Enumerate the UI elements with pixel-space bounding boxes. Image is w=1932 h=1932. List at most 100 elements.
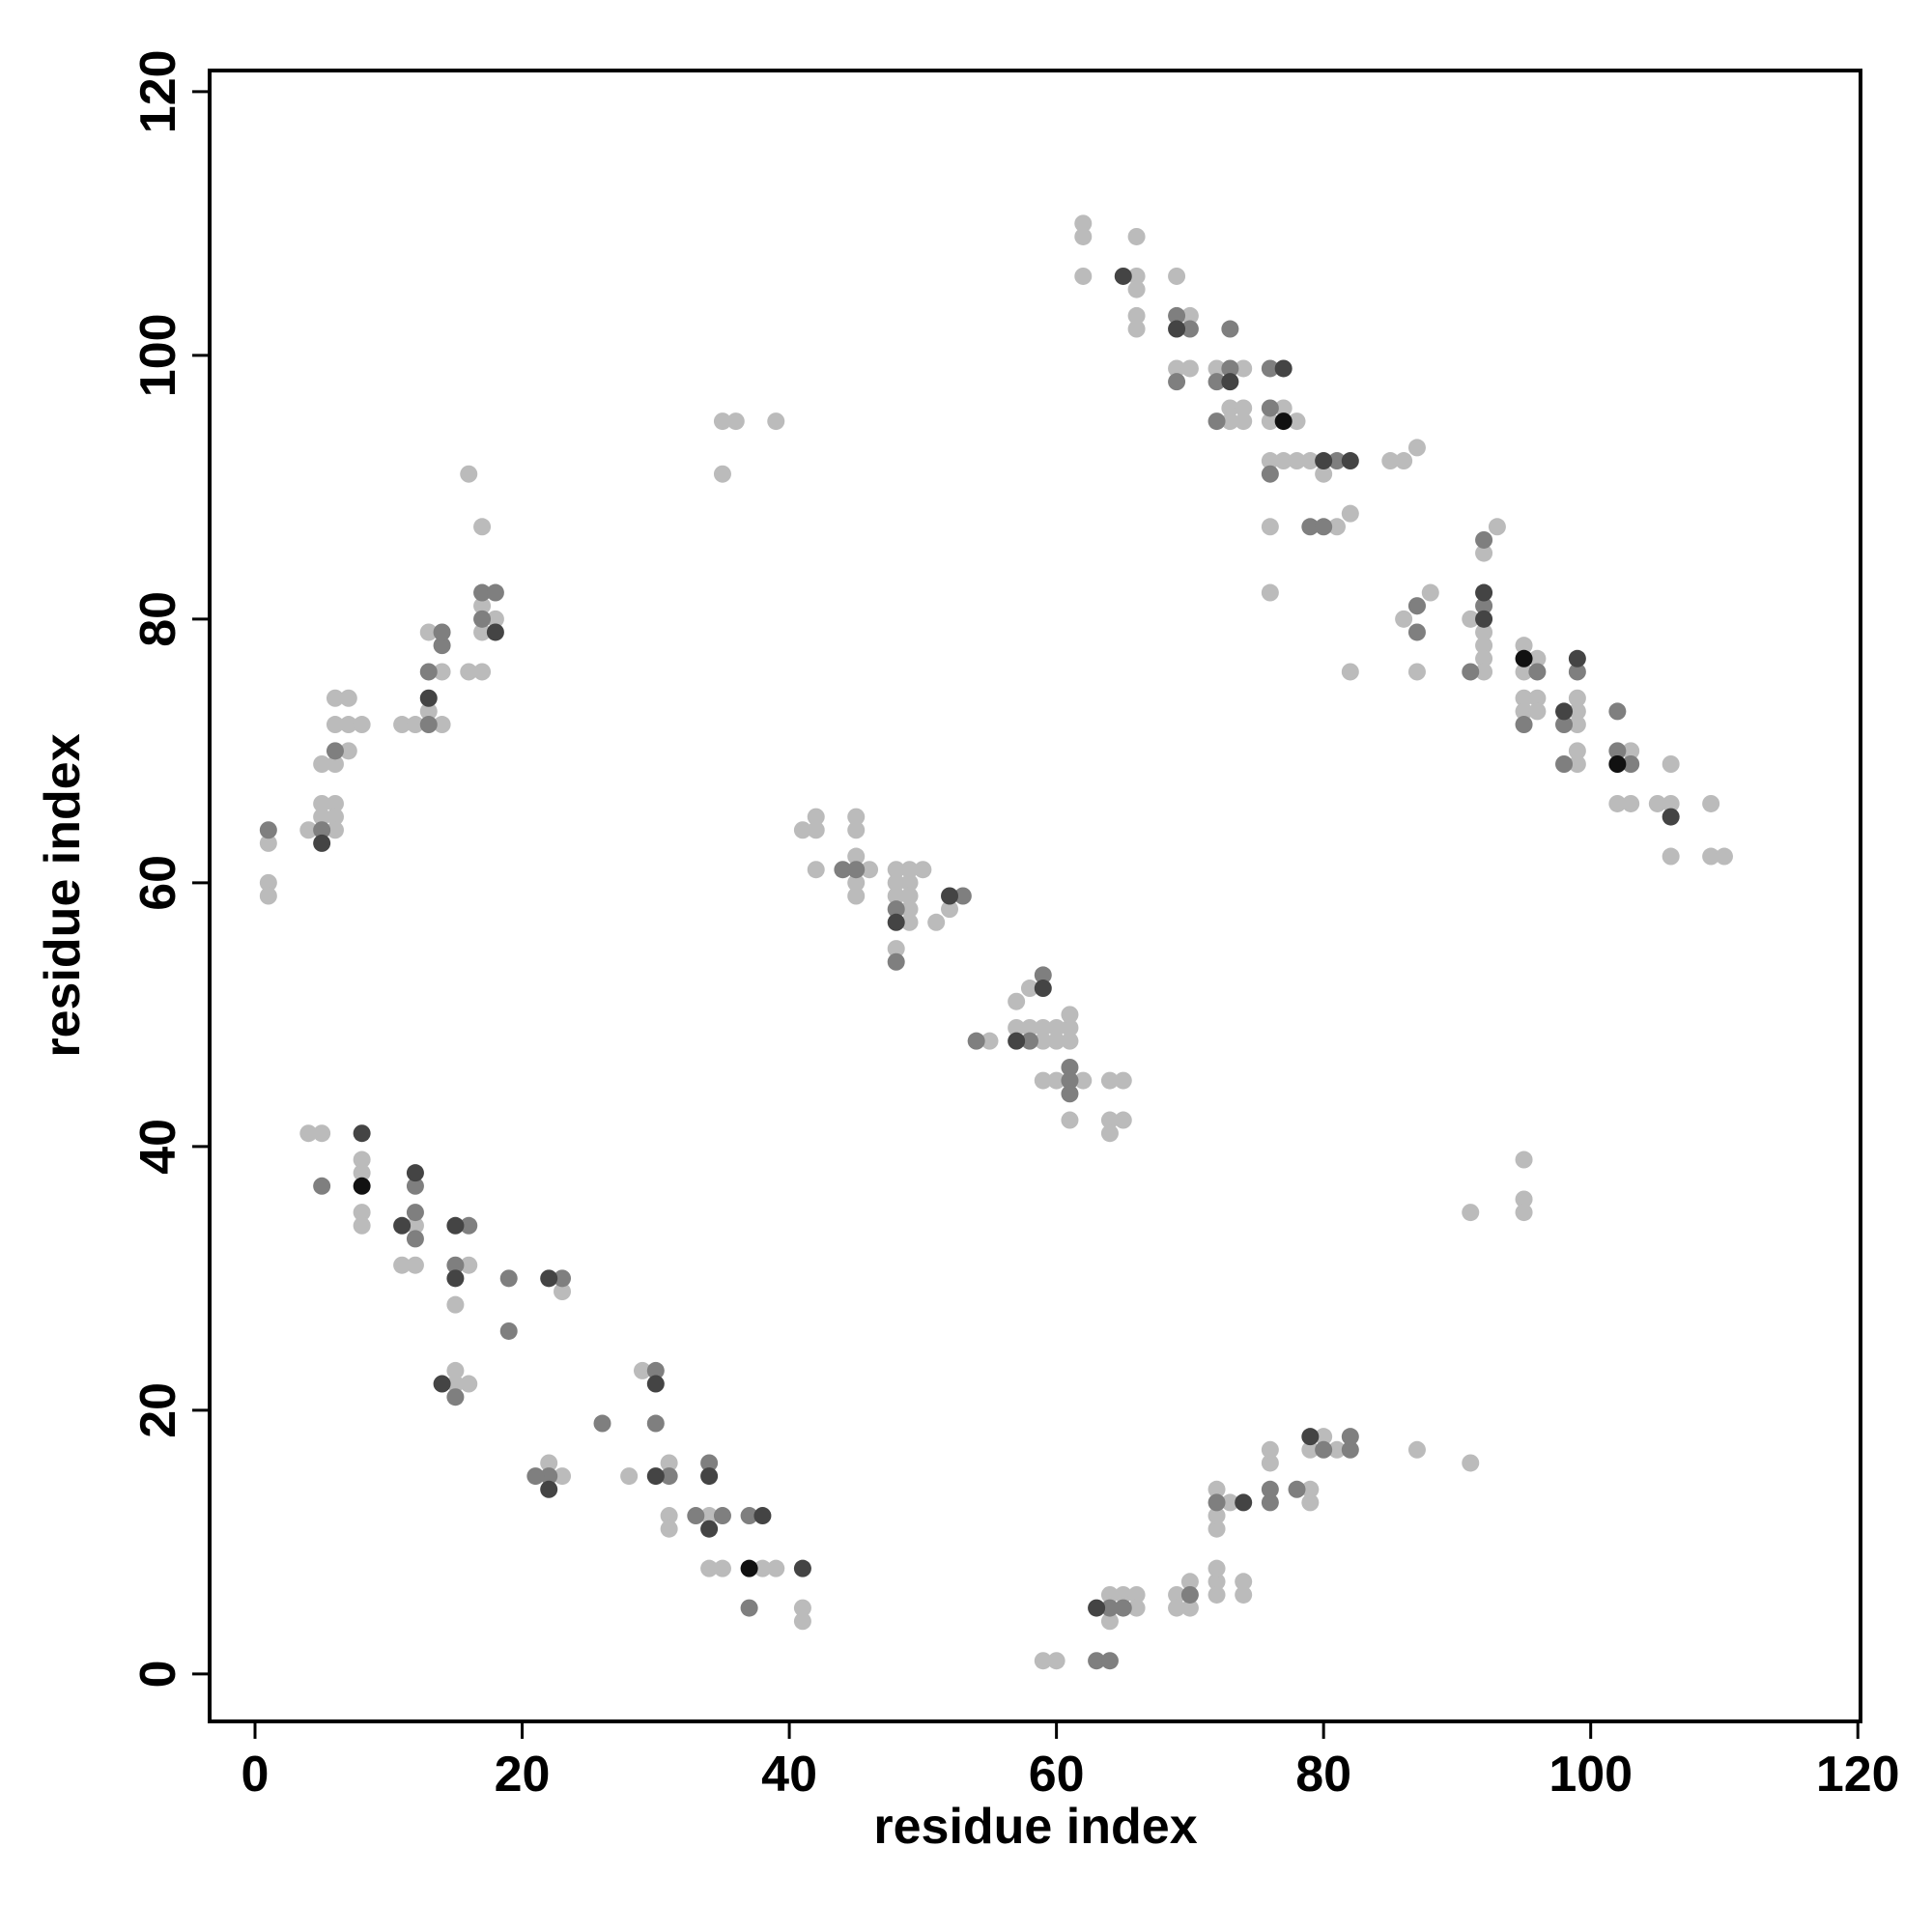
point	[793, 821, 811, 839]
point	[660, 1520, 678, 1538]
point	[1034, 966, 1052, 984]
point	[1568, 663, 1586, 681]
point	[259, 821, 277, 839]
point	[1180, 1599, 1199, 1617]
point	[1208, 373, 1226, 391]
point	[1020, 1032, 1038, 1050]
point	[793, 1612, 811, 1631]
x-tick-label: 100	[1548, 1747, 1633, 1803]
point	[1528, 649, 1547, 668]
point	[1180, 320, 1199, 338]
point	[1034, 980, 1052, 998]
point	[1568, 649, 1586, 668]
point	[1715, 847, 1733, 866]
y-tick-label: 60	[130, 855, 186, 911]
point	[927, 913, 946, 931]
point	[419, 623, 438, 641]
point	[1608, 742, 1627, 760]
point	[1261, 1493, 1279, 1512]
point	[1008, 1019, 1026, 1037]
point	[460, 1375, 478, 1393]
point	[486, 610, 504, 628]
point	[473, 597, 492, 615]
point	[326, 808, 344, 826]
point	[914, 861, 932, 879]
point	[1100, 1599, 1119, 1617]
x-tick-label: 40	[761, 1747, 817, 1803]
point	[1341, 504, 1359, 523]
point	[326, 754, 344, 773]
point	[767, 412, 785, 431]
point	[1235, 1573, 1253, 1591]
point	[1020, 1019, 1038, 1037]
point	[1168, 267, 1186, 285]
point	[1168, 320, 1186, 338]
point	[1475, 610, 1493, 628]
point	[433, 663, 451, 681]
point	[887, 900, 905, 919]
point	[1301, 1428, 1320, 1446]
point	[1528, 689, 1547, 707]
point	[433, 637, 451, 655]
point	[1702, 794, 1720, 812]
point	[1648, 794, 1666, 812]
point	[847, 873, 866, 892]
point	[1127, 280, 1146, 298]
x-tick-label: 60	[1029, 1747, 1085, 1803]
point	[1261, 359, 1279, 378]
point	[1515, 637, 1533, 655]
point	[1180, 306, 1199, 325]
point	[1407, 623, 1426, 641]
point	[1221, 320, 1239, 338]
point	[700, 1454, 719, 1472]
point	[326, 689, 344, 707]
point	[807, 808, 825, 826]
point	[406, 716, 424, 734]
point	[339, 689, 357, 707]
point	[1515, 1190, 1533, 1208]
point	[259, 834, 277, 852]
point	[1301, 452, 1320, 470]
point	[660, 1454, 678, 1472]
point	[406, 1230, 424, 1248]
point	[406, 1164, 424, 1182]
point	[861, 861, 879, 879]
point	[460, 663, 478, 681]
point	[900, 861, 919, 879]
point	[1100, 1071, 1119, 1090]
point	[1555, 702, 1574, 721]
point	[1180, 1573, 1199, 1591]
point	[646, 1414, 665, 1433]
point	[1341, 1440, 1359, 1459]
point	[1395, 610, 1413, 628]
point	[1061, 1111, 1079, 1129]
point	[1407, 1440, 1426, 1459]
point	[259, 887, 277, 905]
point	[1221, 373, 1239, 391]
point	[1034, 1019, 1052, 1037]
point	[1208, 359, 1226, 378]
point	[1288, 452, 1306, 470]
point	[1047, 1652, 1065, 1670]
point	[1047, 1032, 1065, 1050]
point	[967, 1032, 985, 1050]
point	[1515, 1204, 1533, 1222]
point	[1475, 544, 1493, 562]
point	[1221, 399, 1239, 417]
point	[419, 663, 438, 681]
point	[353, 716, 371, 734]
point	[1395, 452, 1413, 470]
point	[980, 1032, 999, 1050]
point	[313, 808, 331, 826]
point	[646, 1361, 665, 1379]
point	[713, 1507, 731, 1525]
y-tick-label: 0	[130, 1660, 186, 1688]
point	[807, 821, 825, 839]
point	[1114, 267, 1132, 285]
point	[713, 465, 731, 483]
point	[419, 716, 438, 734]
point	[1341, 663, 1359, 681]
point	[433, 716, 451, 734]
point	[887, 940, 905, 958]
point	[554, 1283, 572, 1301]
